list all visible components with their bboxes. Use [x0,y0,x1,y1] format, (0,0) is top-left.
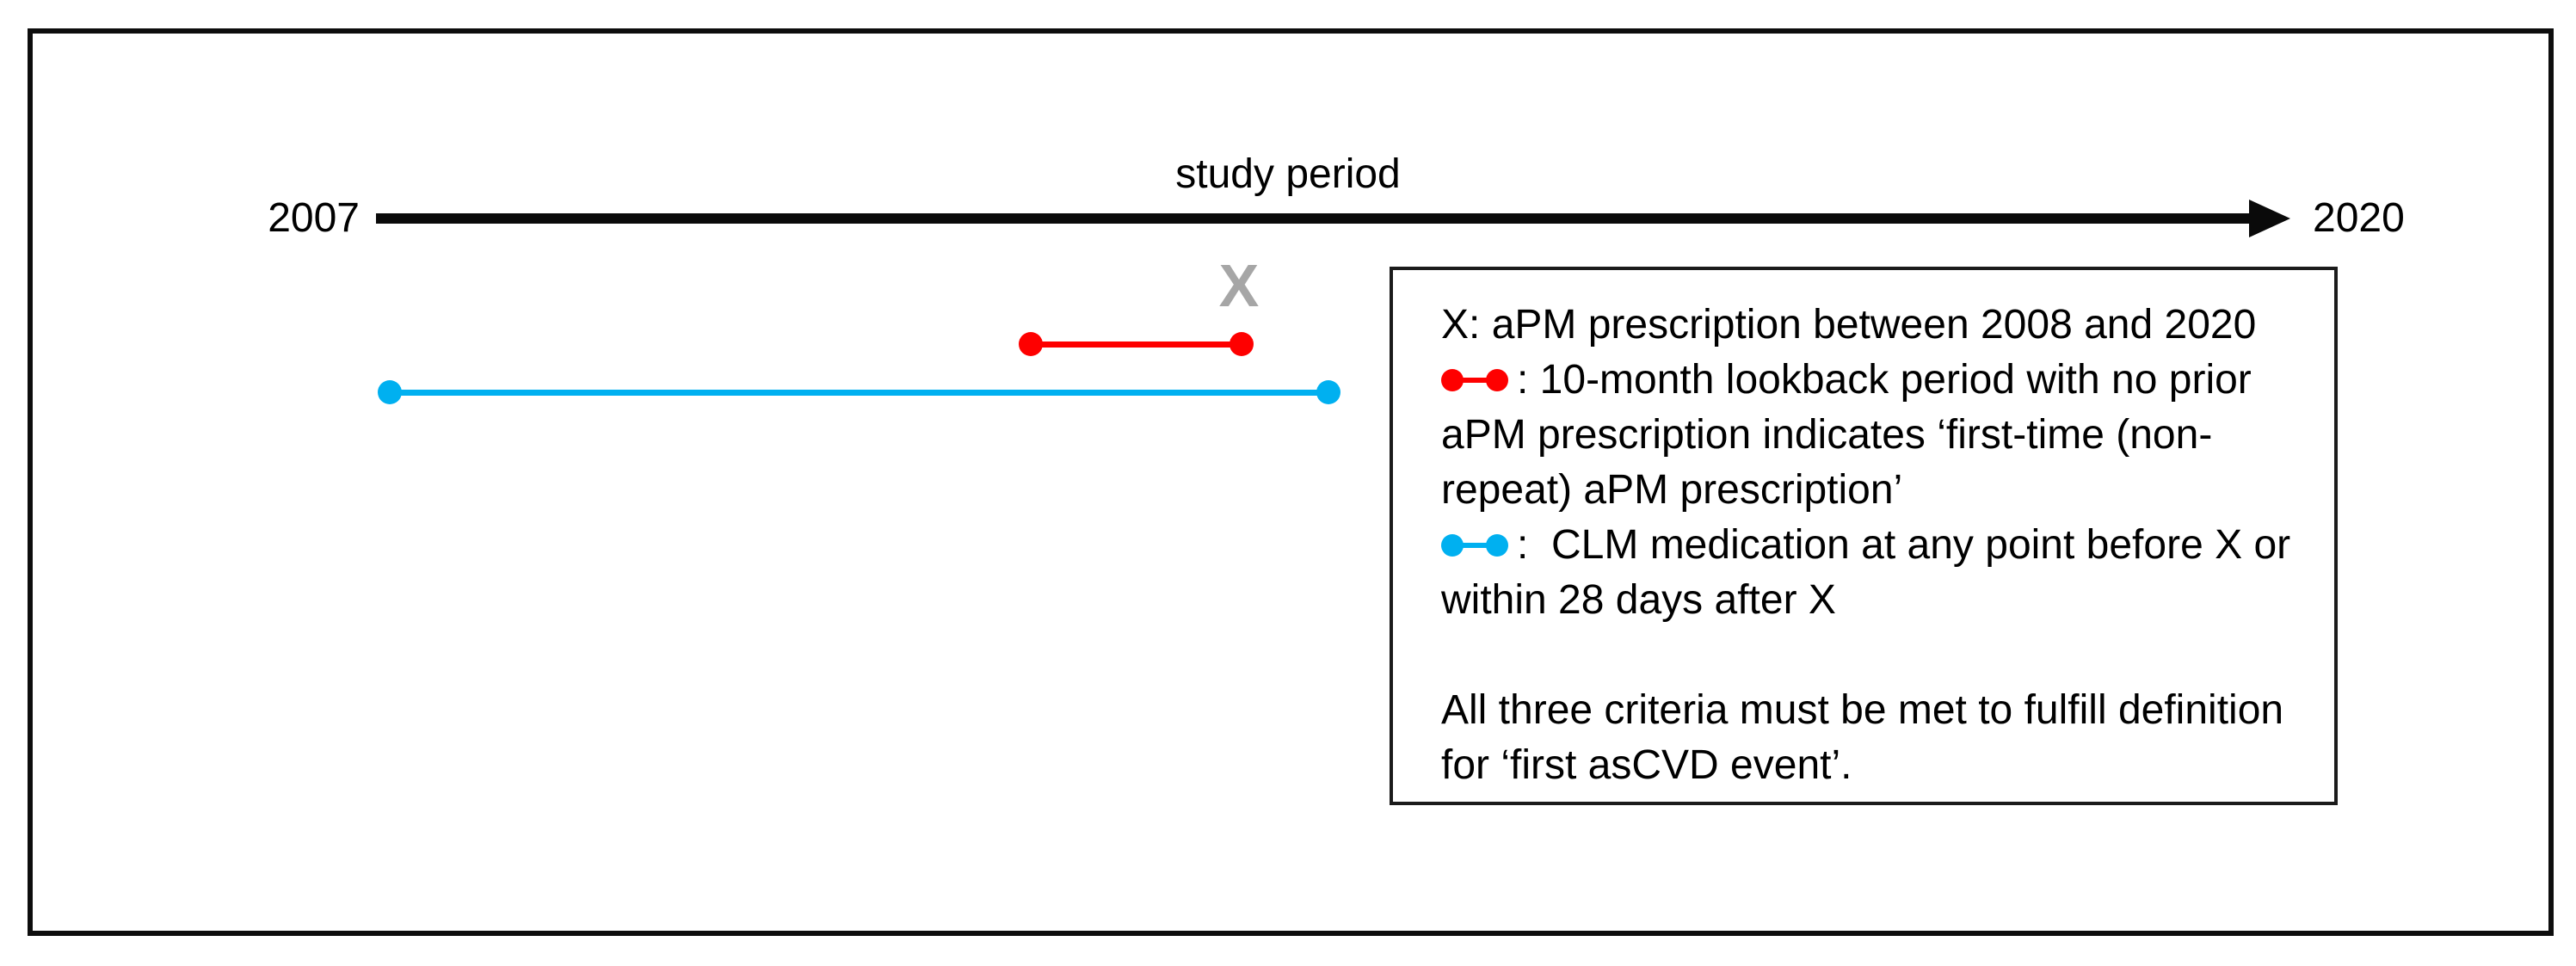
lookback-period-segment [1031,341,1242,348]
clm-segment-right-dot [1316,380,1340,404]
clm-medication-segment [390,390,1328,396]
legend-line-text: : CLM medication at any point before X o… [1517,522,2291,568]
legend-line-text: for ‘first asCVD event’. [1441,742,1852,788]
legend-line: X: aPM prescription between 2008 and 202… [1441,298,2317,353]
legend-line-text: : 10-month lookback period with no prior [1517,357,2252,403]
legend-line-text: aPM prescription indicates ‘first-time (… [1441,412,2213,458]
red-dot-line-dot-icon [1441,368,1508,392]
right-arrowhead-icon [2249,200,2290,237]
cyan-dot-line-dot-icon [1441,533,1508,557]
legend-line: aPM prescription indicates ‘first-time (… [1441,408,2317,463]
lookback-segment-right-dot [1229,332,1254,356]
legend-line: repeat) aPM prescription’ [1441,463,2317,518]
timeline-axis [376,213,2252,224]
legend-line-text: within 28 days after X [1441,577,1836,623]
timeline-start-year: 2007 [268,195,360,241]
clm-segment-left-dot [378,380,402,404]
apm-prescription-x-marker: X [1218,252,1260,319]
lookback-segment-left-dot [1019,332,1043,356]
legend-line-blank [1441,628,2317,683]
legend-line: : CLM medication at any point before X o… [1441,518,2317,573]
legend-line: All three criteria must be met to fulfil… [1441,683,2317,738]
legend-line-text: repeat) aPM prescription’ [1441,467,1903,513]
legend-line: within 28 days after X [1441,573,2317,628]
legend-line: : 10-month lookback period with no prior [1441,353,2317,408]
legend-box: X: aPM prescription between 2008 and 202… [1390,267,2338,805]
legend-line: for ‘first asCVD event’. [1441,738,2317,793]
timeline-end-year: 2020 [2313,195,2405,241]
legend-line-text: All three criteria must be met to fulfil… [1441,687,2284,733]
timeline-axis-label: study period [1175,151,1401,197]
legend-line-text: X: aPM prescription between 2008 and 202… [1441,302,2257,348]
